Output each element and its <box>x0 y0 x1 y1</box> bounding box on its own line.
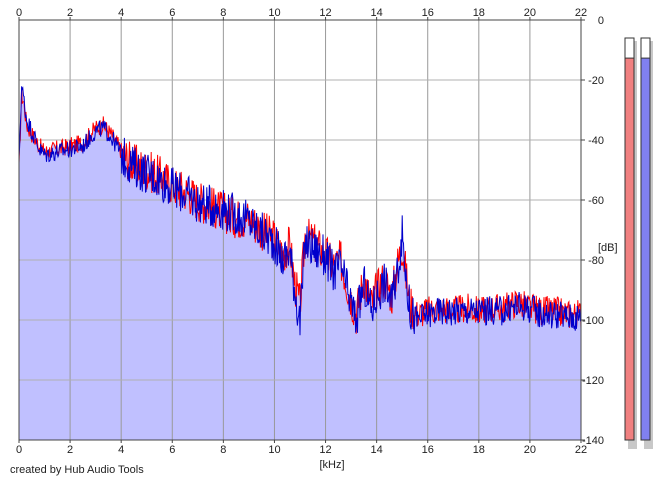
y-tick-label: -40 <box>588 135 604 147</box>
series-line-blue <box>18 86 582 336</box>
y-tick-label: 0 <box>598 15 604 27</box>
x-tick-label-top: 0 <box>16 7 22 19</box>
x-tick-label-bottom: 22 <box>575 444 587 456</box>
y-tick-label: -60 <box>588 195 604 207</box>
x-tick-label-top: 12 <box>319 7 331 19</box>
y-tick-label: -100 <box>582 315 604 327</box>
x-tick-label-top: 2 <box>67 7 73 19</box>
left-level-meter-fill <box>624 57 635 441</box>
x-tick-label-top: 8 <box>220 7 226 19</box>
y-tick-label: -20 <box>588 75 604 87</box>
y-axis-label: [dB] <box>598 242 618 254</box>
y-tick-label: -140 <box>582 435 604 447</box>
y-tick-label: -80 <box>588 255 604 267</box>
y-tick-label: -120 <box>582 375 604 387</box>
x-tick-label-bottom: 20 <box>524 444 536 456</box>
x-tick-label-bottom: 14 <box>371 444 383 456</box>
x-axis-label: [kHz] <box>319 459 344 471</box>
x-tick-label-top: 4 <box>118 7 124 19</box>
x-tick-label-top: 16 <box>422 7 434 19</box>
x-tick-label-bottom: 18 <box>473 444 485 456</box>
x-tick-label-bottom: 16 <box>422 444 434 456</box>
x-tick-label-bottom: 4 <box>118 444 124 456</box>
grid <box>18 19 582 441</box>
x-tick-label-bottom: 6 <box>169 444 175 456</box>
x-tick-label-bottom: 8 <box>220 444 226 456</box>
spectrum-series <box>18 86 582 336</box>
x-tick-label-bottom: 12 <box>319 444 331 456</box>
level-meters <box>624 37 653 449</box>
x-tick-label-top: 6 <box>169 7 175 19</box>
x-tick-label-top: 10 <box>268 7 280 19</box>
plot-frame <box>18 19 582 441</box>
x-tick-label-top: 22 <box>575 7 587 19</box>
x-tick-label-bottom: 0 <box>16 444 22 456</box>
x-tick-label-bottom: 10 <box>268 444 280 456</box>
x-tick-label-bottom: 2 <box>67 444 73 456</box>
credit-text: created by Hub Audio Tools <box>10 464 144 476</box>
x-tick-label-top: 18 <box>473 7 485 19</box>
x-tick-label-top: 14 <box>371 7 383 19</box>
axis-ticks: 002244668810101212141416161818202022220-… <box>16 7 604 456</box>
right-level-meter-fill <box>640 57 651 441</box>
x-tick-label-top: 20 <box>524 7 536 19</box>
